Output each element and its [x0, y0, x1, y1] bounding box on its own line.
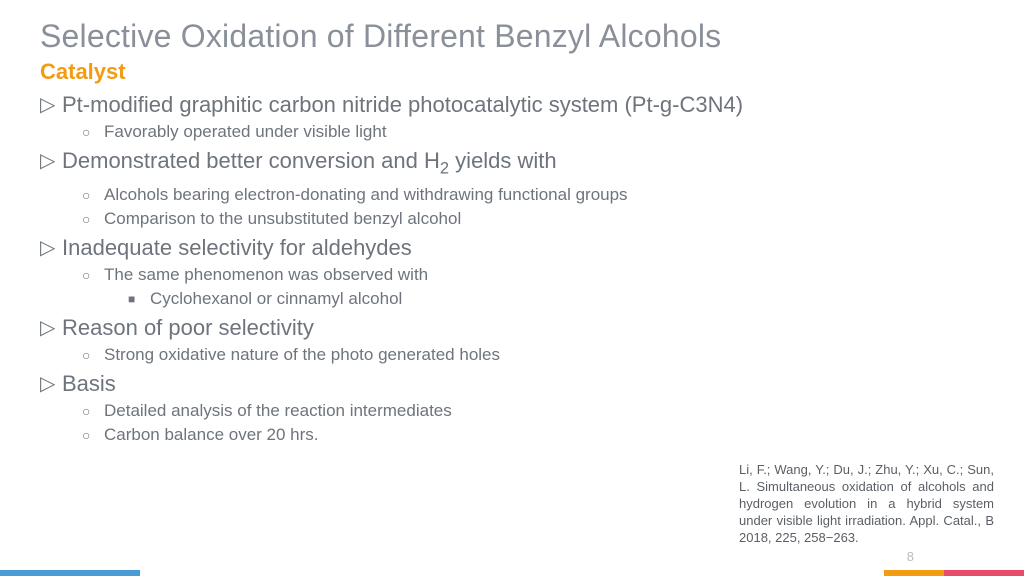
bullet-glyph: ▷ [40, 234, 62, 262]
slide-title: Selective Oxidation of Different Benzyl … [40, 18, 984, 55]
footer-segment [0, 570, 140, 576]
bullet-glyph: ▷ [40, 147, 62, 175]
citation-text: Li, F.; Wang, Y.; Du, J.; Zhu, Y.; Xu, C… [739, 461, 994, 546]
list-item-text: Comparison to the unsubstituted benzyl a… [104, 208, 461, 230]
list-item-level2: ○Detailed analysis of the reaction inter… [82, 400, 984, 422]
list-item-text: Detailed analysis of the reaction interm… [104, 400, 452, 422]
list-item-level1: ▷Demonstrated better conversion and H2 y… [40, 147, 984, 182]
bullet-glyph: ○ [82, 208, 104, 230]
list-item-text: Strong oxidative nature of the photo gen… [104, 344, 500, 366]
bullet-glyph: ○ [82, 400, 104, 422]
bullet-glyph: ○ [82, 344, 104, 366]
footer-segment [140, 570, 884, 576]
list-item-level2: ○Strong oxidative nature of the photo ge… [82, 344, 984, 366]
list-item-text: Alcohols bearing electron-donating and w… [104, 184, 628, 206]
bullet-glyph: ○ [82, 424, 104, 446]
list-item-level1: ▷Basis [40, 370, 984, 398]
list-item-level1: ▷Inadequate selectivity for aldehydes [40, 234, 984, 262]
list-item-level2: ○Alcohols bearing electron-donating and … [82, 184, 984, 206]
list-item-level2: ○Comparison to the unsubstituted benzyl … [82, 208, 984, 230]
subscript: 2 [440, 159, 449, 177]
list-item-text: Basis [62, 370, 116, 398]
list-item-level1: ▷Pt-modified graphitic carbon nitride ph… [40, 91, 984, 119]
footer-segment [944, 570, 1024, 576]
list-item-text: Cyclohexanol or cinnamyl alcohol [150, 288, 402, 310]
list-item-text: Reason of poor selectivity [62, 314, 314, 342]
footer-accent-bar [0, 570, 1024, 576]
list-item-text: The same phenomenon was observed with [104, 264, 428, 286]
bullet-glyph: ○ [82, 264, 104, 286]
list-item-level1: ▷Reason of poor selectivity [40, 314, 984, 342]
list-item-text: Favorably operated under visible light [104, 121, 387, 143]
list-item-text: Carbon balance over 20 hrs. [104, 424, 319, 446]
bullet-glyph: ▷ [40, 370, 62, 398]
slide: Selective Oxidation of Different Benzyl … [0, 0, 1024, 576]
slide-subtitle: Catalyst [40, 59, 984, 85]
list-item-level2: ○Favorably operated under visible light [82, 121, 984, 143]
list-item-level2: ○Carbon balance over 20 hrs. [82, 424, 984, 446]
footer-segment [884, 570, 944, 576]
content-area: ▷Pt-modified graphitic carbon nitride ph… [40, 91, 984, 446]
bullet-glyph: ▷ [40, 314, 62, 342]
list-item-text: Demonstrated better conversion and H2 yi… [62, 147, 557, 182]
bullet-glyph: ○ [82, 121, 104, 143]
bullet-glyph: ■ [128, 288, 150, 310]
list-item-level2: ○The same phenomenon was observed with [82, 264, 984, 286]
list-item-text: Pt-modified graphitic carbon nitride pho… [62, 91, 743, 119]
list-item-level3: ■Cyclohexanol or cinnamyl alcohol [128, 288, 984, 310]
list-item-text: Inadequate selectivity for aldehydes [62, 234, 412, 262]
page-number: 8 [907, 549, 914, 564]
bullet-glyph: ○ [82, 184, 104, 206]
bullet-glyph: ▷ [40, 91, 62, 119]
